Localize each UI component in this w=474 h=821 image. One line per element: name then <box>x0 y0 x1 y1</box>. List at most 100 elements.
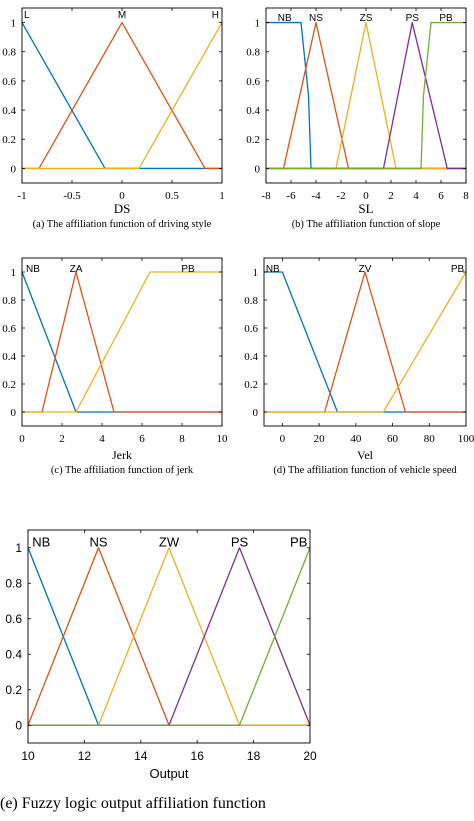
y-tick-label: 1 <box>11 267 17 279</box>
y-tick-label: 0.8 <box>5 576 22 590</box>
x-tick-label: 4 <box>413 190 419 202</box>
series-line-pb <box>22 271 222 413</box>
y-tick-label: 0 <box>11 407 17 419</box>
x-tick-label: 0 <box>19 433 25 445</box>
series-line-zv <box>264 271 466 413</box>
x-tick-label: 40 <box>350 433 362 445</box>
x-tick-label: -0.5 <box>63 190 81 202</box>
y-tick-label: 0.2 <box>5 683 22 697</box>
series-line-nb <box>21 271 222 413</box>
x-axis-title: Jerk <box>112 448 132 462</box>
series-line-za <box>22 271 222 413</box>
series-label-pb: PB <box>181 264 195 275</box>
x-tick-label: 1 <box>219 190 225 202</box>
series-label-nb: NB <box>266 264 280 275</box>
x-tick-label: 2 <box>388 190 394 202</box>
figure-caption: (e) Fuzzy logic output affiliation funct… <box>0 795 266 812</box>
x-axis-title: Vel <box>357 448 374 462</box>
series-label-pb: PB <box>290 534 307 549</box>
y-tick-label: 0.2 <box>2 379 16 391</box>
series-label-ns: NS <box>309 13 323 24</box>
y-tick-label: 0 <box>15 718 22 732</box>
chart-panel-d: 0 20 40 60 80 100 0 0.2 0.4 0.6 0.8 1 NB ZV PB Vel (d) T… <box>244 257 474 476</box>
x-tick-label: 4 <box>99 433 105 445</box>
x-tick-label: 8 <box>179 433 185 445</box>
y-tick-label: 0 <box>255 163 261 175</box>
y-tick-label: 0.8 <box>246 47 260 59</box>
series-label-nb: NB <box>278 13 292 24</box>
y-tick-label: 0.6 <box>2 323 16 335</box>
x-tick-label: 14 <box>134 749 148 763</box>
series-line-zs <box>266 21 466 170</box>
x-tick-label: 100 <box>458 433 474 445</box>
series-line-ns <box>27 547 310 726</box>
series-line-pb <box>28 547 311 726</box>
x-tick-label: 18 <box>247 749 261 763</box>
y-tick-label: 0.4 <box>246 105 260 117</box>
series-label-ns: NS <box>89 534 107 549</box>
y-tick-label: 0.4 <box>2 105 16 117</box>
series-label-zv: ZV <box>359 264 372 275</box>
y-tick-label: 0.8 <box>2 295 16 307</box>
series-label-h: H <box>212 10 219 21</box>
x-tick-label: -4 <box>311 190 321 202</box>
x-tick-label: 0.5 <box>165 190 179 202</box>
y-tick-label: 0.2 <box>246 134 260 146</box>
y-tick-label: 0.6 <box>244 323 258 335</box>
chart-panel-a: -1 -0.5 0 0.5 100.20.40.60.81L M HDS(a) The af… <box>2 7 225 230</box>
figure-caption: (b) The affiliation function of slope <box>292 219 441 230</box>
y-tick-label: 0 <box>253 407 259 419</box>
series-line-nb <box>27 547 310 726</box>
plot-frame <box>265 7 467 184</box>
chart-panel-b: -8 -6 -4 -2 0 2 4 6 8 0 0.2 0.4 0.6 0.8 1 NB NS ZS PS PB SL (… <box>246 7 469 230</box>
y-tick-label: 0.6 <box>246 76 260 88</box>
y-tick-label: 1 <box>255 17 261 29</box>
series-line-pb <box>266 21 466 170</box>
y-tick-label: 0.8 <box>2 47 16 59</box>
x-tick-label: 80 <box>424 433 436 445</box>
y-tick-label: 1 <box>11 17 17 29</box>
x-tick-label: 0 <box>363 190 369 202</box>
x-tick-label: 20 <box>314 433 326 445</box>
y-tick-label: 0.2 <box>2 134 16 146</box>
series-line-pb <box>264 271 467 413</box>
x-axis-title: DS <box>114 201 131 216</box>
x-tick-label: 0 <box>280 433 286 445</box>
series-line-nb <box>266 21 466 170</box>
x-tick-label: 6 <box>438 190 444 202</box>
x-tick-label: 2 <box>59 433 65 445</box>
series-line-zw <box>28 547 310 726</box>
plot-frame <box>263 257 467 427</box>
x-tick-label: -2 <box>336 190 345 202</box>
y-tick-label: 0.4 <box>5 647 22 661</box>
series-label-ps: PS <box>406 13 420 24</box>
y-tick-label: 0.6 <box>5 612 22 626</box>
x-tick-label: -6 <box>286 190 296 202</box>
x-tick-label: 16 <box>191 749 205 763</box>
x-tick-label: -1 <box>17 190 26 202</box>
y-tick-label: 0.4 <box>244 351 258 363</box>
figure-caption: (a) The affiliation function of driving … <box>33 219 212 230</box>
x-axis-title: SL <box>358 201 373 216</box>
series-label-zs: ZS <box>360 13 373 24</box>
x-tick-label: 8 <box>463 190 469 202</box>
x-tick-label: 10 <box>217 433 229 445</box>
chart-panel-e: 10 12 14 16 18 20 0 0.2 0.4 0.6 0.8 1 NB NS ZW PS PB Outp… <box>0 529 317 812</box>
y-tick-label: 0.6 <box>2 76 16 88</box>
series-label-m: M <box>118 10 126 21</box>
x-tick-label: 6 <box>139 433 145 445</box>
x-tick-label: 20 <box>303 749 317 763</box>
series-line-nb <box>264 271 466 413</box>
x-axis-title: Output <box>149 766 188 781</box>
figure-caption: (d) The affiliation function of vehicle … <box>273 465 457 476</box>
x-tick-label: 12 <box>78 749 92 763</box>
series-line-h <box>22 22 223 170</box>
x-tick-label: 10 <box>21 749 35 763</box>
y-tick-label: 0.2 <box>244 379 258 391</box>
plot-frame <box>27 529 311 744</box>
series-label-za: ZA <box>70 264 83 275</box>
series-label-nb: NB <box>26 264 40 275</box>
series-line-m <box>22 21 222 170</box>
plot-frame <box>21 7 223 184</box>
